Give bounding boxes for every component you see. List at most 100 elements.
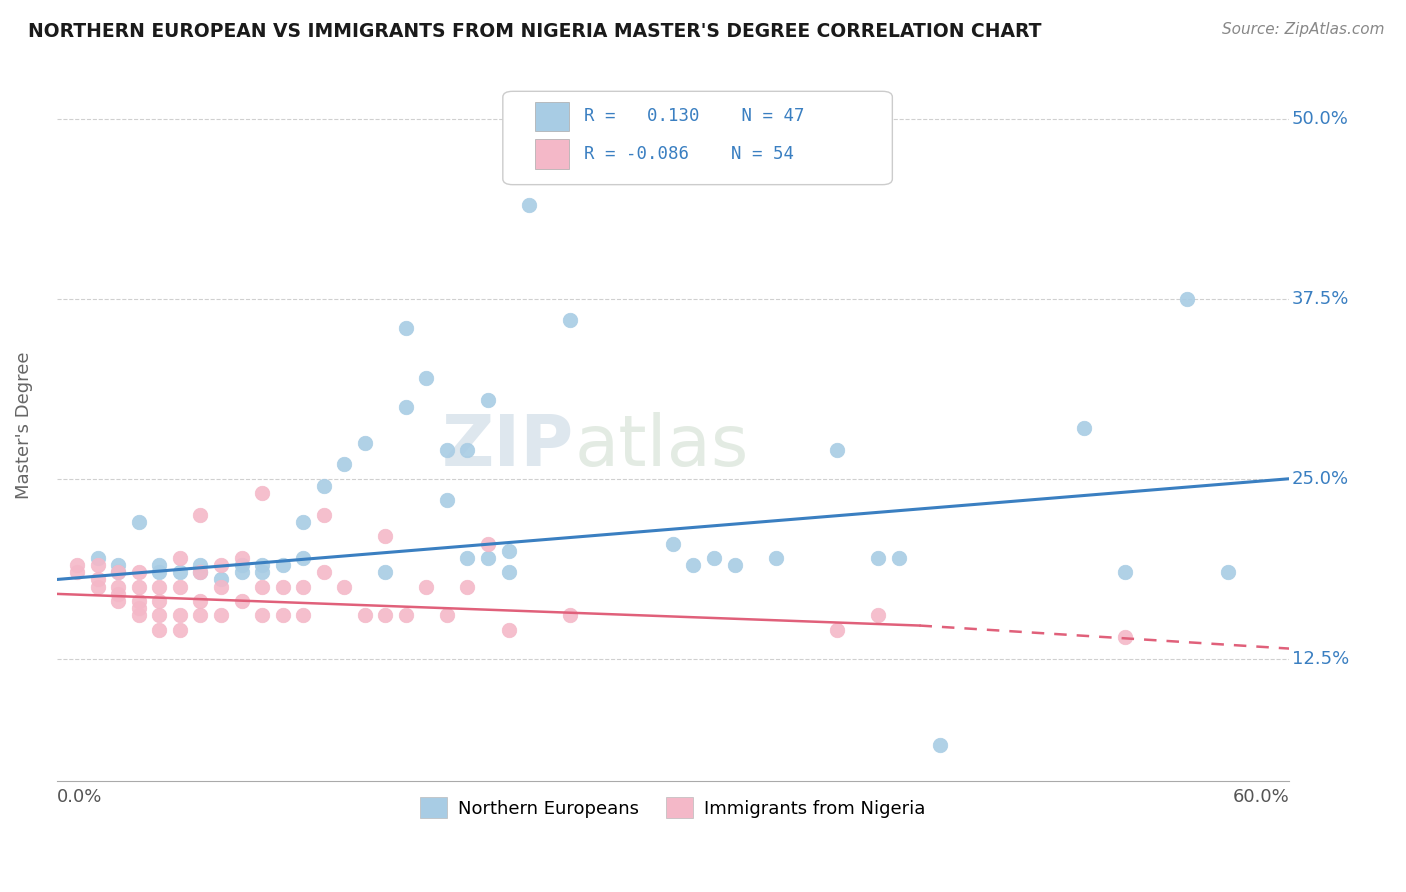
- Point: [148, 623, 170, 637]
- Point: [395, 400, 418, 414]
- Point: [292, 550, 315, 565]
- Point: [415, 371, 437, 385]
- Point: [231, 558, 253, 573]
- Point: [128, 608, 150, 623]
- Point: [765, 550, 787, 565]
- Point: [477, 550, 499, 565]
- Point: [457, 442, 479, 457]
- Point: [250, 566, 273, 580]
- Point: [209, 580, 232, 594]
- Text: 37.5%: 37.5%: [1292, 290, 1350, 308]
- Point: [209, 558, 232, 573]
- Point: [128, 515, 150, 529]
- Text: 12.5%: 12.5%: [1292, 649, 1348, 667]
- Point: [190, 508, 212, 522]
- Point: [86, 550, 108, 565]
- Y-axis label: Master's Degree: Master's Degree: [15, 351, 32, 499]
- Point: [498, 623, 520, 637]
- Point: [887, 550, 910, 565]
- Point: [271, 580, 294, 594]
- Point: [190, 558, 212, 573]
- Point: [128, 580, 150, 594]
- Point: [292, 608, 315, 623]
- Point: [148, 608, 170, 623]
- Point: [498, 566, 520, 580]
- Point: [190, 566, 212, 580]
- Point: [107, 580, 129, 594]
- Text: Source: ZipAtlas.com: Source: ZipAtlas.com: [1222, 22, 1385, 37]
- Point: [231, 594, 253, 608]
- Point: [107, 566, 129, 580]
- Point: [1073, 421, 1095, 435]
- Point: [292, 515, 315, 529]
- Point: [1114, 566, 1136, 580]
- Point: [190, 566, 212, 580]
- Point: [415, 580, 437, 594]
- FancyBboxPatch shape: [534, 102, 569, 131]
- Point: [250, 486, 273, 500]
- Text: 0.0%: 0.0%: [56, 789, 103, 806]
- Point: [477, 392, 499, 407]
- Point: [209, 573, 232, 587]
- Point: [107, 594, 129, 608]
- Point: [107, 558, 129, 573]
- Point: [682, 558, 704, 573]
- Point: [107, 566, 129, 580]
- Point: [271, 558, 294, 573]
- Point: [436, 608, 458, 623]
- Point: [250, 580, 273, 594]
- Point: [395, 320, 418, 334]
- Point: [169, 566, 191, 580]
- Point: [148, 580, 170, 594]
- Point: [312, 479, 335, 493]
- Text: R = -0.086    N = 54: R = -0.086 N = 54: [583, 145, 794, 163]
- Point: [560, 608, 582, 623]
- Point: [148, 558, 170, 573]
- Point: [271, 608, 294, 623]
- Point: [457, 550, 479, 565]
- Point: [827, 623, 849, 637]
- Point: [250, 608, 273, 623]
- Point: [148, 566, 170, 580]
- Point: [148, 594, 170, 608]
- Point: [436, 442, 458, 457]
- Point: [66, 558, 89, 573]
- Point: [231, 550, 253, 565]
- Point: [292, 580, 315, 594]
- Point: [827, 442, 849, 457]
- Point: [231, 566, 253, 580]
- Point: [395, 608, 418, 623]
- Point: [312, 508, 335, 522]
- Point: [436, 493, 458, 508]
- Point: [703, 550, 725, 565]
- Point: [1175, 292, 1198, 306]
- Point: [374, 608, 396, 623]
- Point: [477, 536, 499, 550]
- Point: [312, 566, 335, 580]
- Text: ZIP: ZIP: [441, 411, 574, 481]
- Point: [169, 550, 191, 565]
- Point: [86, 573, 108, 587]
- Point: [723, 558, 745, 573]
- Point: [333, 580, 356, 594]
- Point: [107, 587, 129, 601]
- Point: [868, 550, 890, 565]
- Point: [374, 529, 396, 543]
- FancyBboxPatch shape: [534, 139, 569, 169]
- Point: [190, 608, 212, 623]
- Point: [1114, 630, 1136, 644]
- Text: 25.0%: 25.0%: [1292, 470, 1348, 488]
- Point: [128, 601, 150, 615]
- Text: 50.0%: 50.0%: [1292, 110, 1348, 128]
- Point: [517, 198, 540, 212]
- FancyBboxPatch shape: [503, 91, 893, 185]
- Point: [1216, 566, 1239, 580]
- Point: [169, 623, 191, 637]
- Point: [86, 558, 108, 573]
- Text: atlas: atlas: [574, 411, 749, 481]
- Point: [209, 608, 232, 623]
- Point: [929, 738, 952, 752]
- Point: [86, 580, 108, 594]
- Text: 60.0%: 60.0%: [1233, 789, 1289, 806]
- Point: [169, 608, 191, 623]
